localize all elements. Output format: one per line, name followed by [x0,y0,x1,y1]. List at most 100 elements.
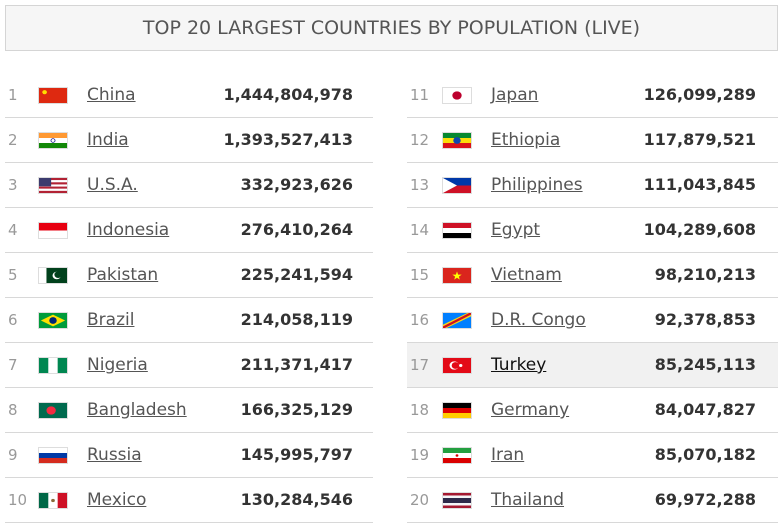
table-row: 9 Russia 145,995,797 [5,433,373,478]
table-title: TOP 20 LARGEST COUNTRIES BY POPULATION (… [5,5,778,51]
rank: 1 [8,86,18,104]
population: 214,058,119 [240,310,353,329]
flag-icon [442,447,472,464]
flag [443,313,471,328]
flag-icon [38,447,68,464]
country-link[interactable]: India [87,130,129,150]
country-link[interactable]: Iran [491,445,525,465]
rank: 18 [410,401,430,419]
flag-icon [38,267,68,284]
table-row: 5 Pakistan 225,241,594 [5,253,373,298]
rank: 12 [410,131,430,149]
flag-icon [442,357,472,374]
country-link[interactable]: Japan [491,85,539,105]
rank: 14 [410,221,430,239]
rank: 5 [8,266,18,284]
population: 104,289,608 [643,220,756,239]
country-link[interactable]: U.S.A. [87,175,138,195]
population: 130,284,546 [240,490,353,509]
flag-icon [38,357,68,374]
population: 332,923,626 [240,175,353,194]
rank: 20 [410,491,430,509]
country-link[interactable]: Turkey [491,355,547,375]
flag [39,88,67,103]
rank: 2 [8,131,18,149]
rank: 19 [410,446,430,464]
flag [443,88,471,103]
population: 84,047,827 [654,400,756,419]
population: 1,393,527,413 [223,130,353,149]
population: 98,210,213 [654,265,756,284]
population: 276,410,264 [240,220,353,239]
population: 225,241,594 [240,265,353,284]
flag [443,268,471,283]
country-link[interactable]: Nigeria [87,355,148,375]
flag [39,313,67,328]
flag [443,358,471,373]
country-link[interactable]: D.R. Congo [491,310,586,330]
country-link[interactable]: Brazil [87,310,135,330]
flag [443,178,471,194]
rank: 9 [8,446,18,464]
flag [39,223,67,239]
table-row: 10 Mexico 130,284,546 [5,478,373,523]
flag-icon [442,402,472,419]
country-link[interactable]: Russia [87,445,142,465]
rank: 4 [8,221,18,239]
country-link[interactable]: Egypt [491,220,541,240]
country-link[interactable]: Mexico [87,490,147,510]
flag-icon [442,222,472,239]
flag [443,133,471,149]
table-row: 17 Turkey 85,245,113 [407,343,778,388]
flag [443,448,471,464]
population: 117,879,521 [643,130,756,149]
country-link[interactable]: Thailand [491,490,565,510]
flag [443,223,471,239]
flag [39,493,68,508]
table-row: 18 Germany 84,047,827 [407,388,778,433]
table-row: 7 Nigeria 211,371,417 [5,343,373,388]
rank: 13 [410,176,430,194]
flag-icon [38,132,68,149]
rank: 6 [8,311,18,329]
country-link[interactable]: Indonesia [87,220,170,240]
country-link[interactable]: Pakistan [87,265,159,285]
population: 126,099,289 [643,85,756,104]
flag-icon [38,177,68,194]
table-row: 13 Philippines 111,043,845 [407,163,778,208]
flag [443,403,471,419]
country-link[interactable]: Vietnam [491,265,562,285]
flag-icon [442,267,472,284]
flag-icon [442,177,472,194]
table-row: 19 Iran 85,070,182 [407,433,778,478]
population: 85,070,182 [654,445,756,464]
rank: 3 [8,176,18,194]
country-link[interactable]: Germany [491,400,570,420]
country-link[interactable]: China [87,85,136,105]
flag-icon [38,222,68,239]
table-row: 16 D.R. Congo 92,378,853 [407,298,778,343]
country-link[interactable]: Philippines [491,175,583,195]
population: 111,043,845 [643,175,756,194]
population: 166,325,129 [240,400,353,419]
flag [39,133,67,149]
population: 145,995,797 [240,445,353,464]
table-row: 6 Brazil 214,058,119 [5,298,373,343]
rank: 10 [8,491,28,509]
flag [39,268,67,283]
flag-icon [38,312,68,329]
country-link[interactable]: Bangladesh [87,400,187,420]
table-row: 15 Vietnam 98,210,213 [407,253,778,298]
population: 92,378,853 [654,310,756,329]
rank: 16 [410,311,430,329]
rank: 17 [410,356,430,374]
flag-icon [442,312,472,329]
rank: 7 [8,356,18,374]
country-link[interactable]: Ethiopia [491,130,561,150]
table-row: 1 China 1,444,804,978 [5,73,373,118]
flag [39,448,67,464]
population: 1,444,804,978 [223,85,353,104]
rank: 15 [410,266,430,284]
rank: 8 [8,401,18,419]
